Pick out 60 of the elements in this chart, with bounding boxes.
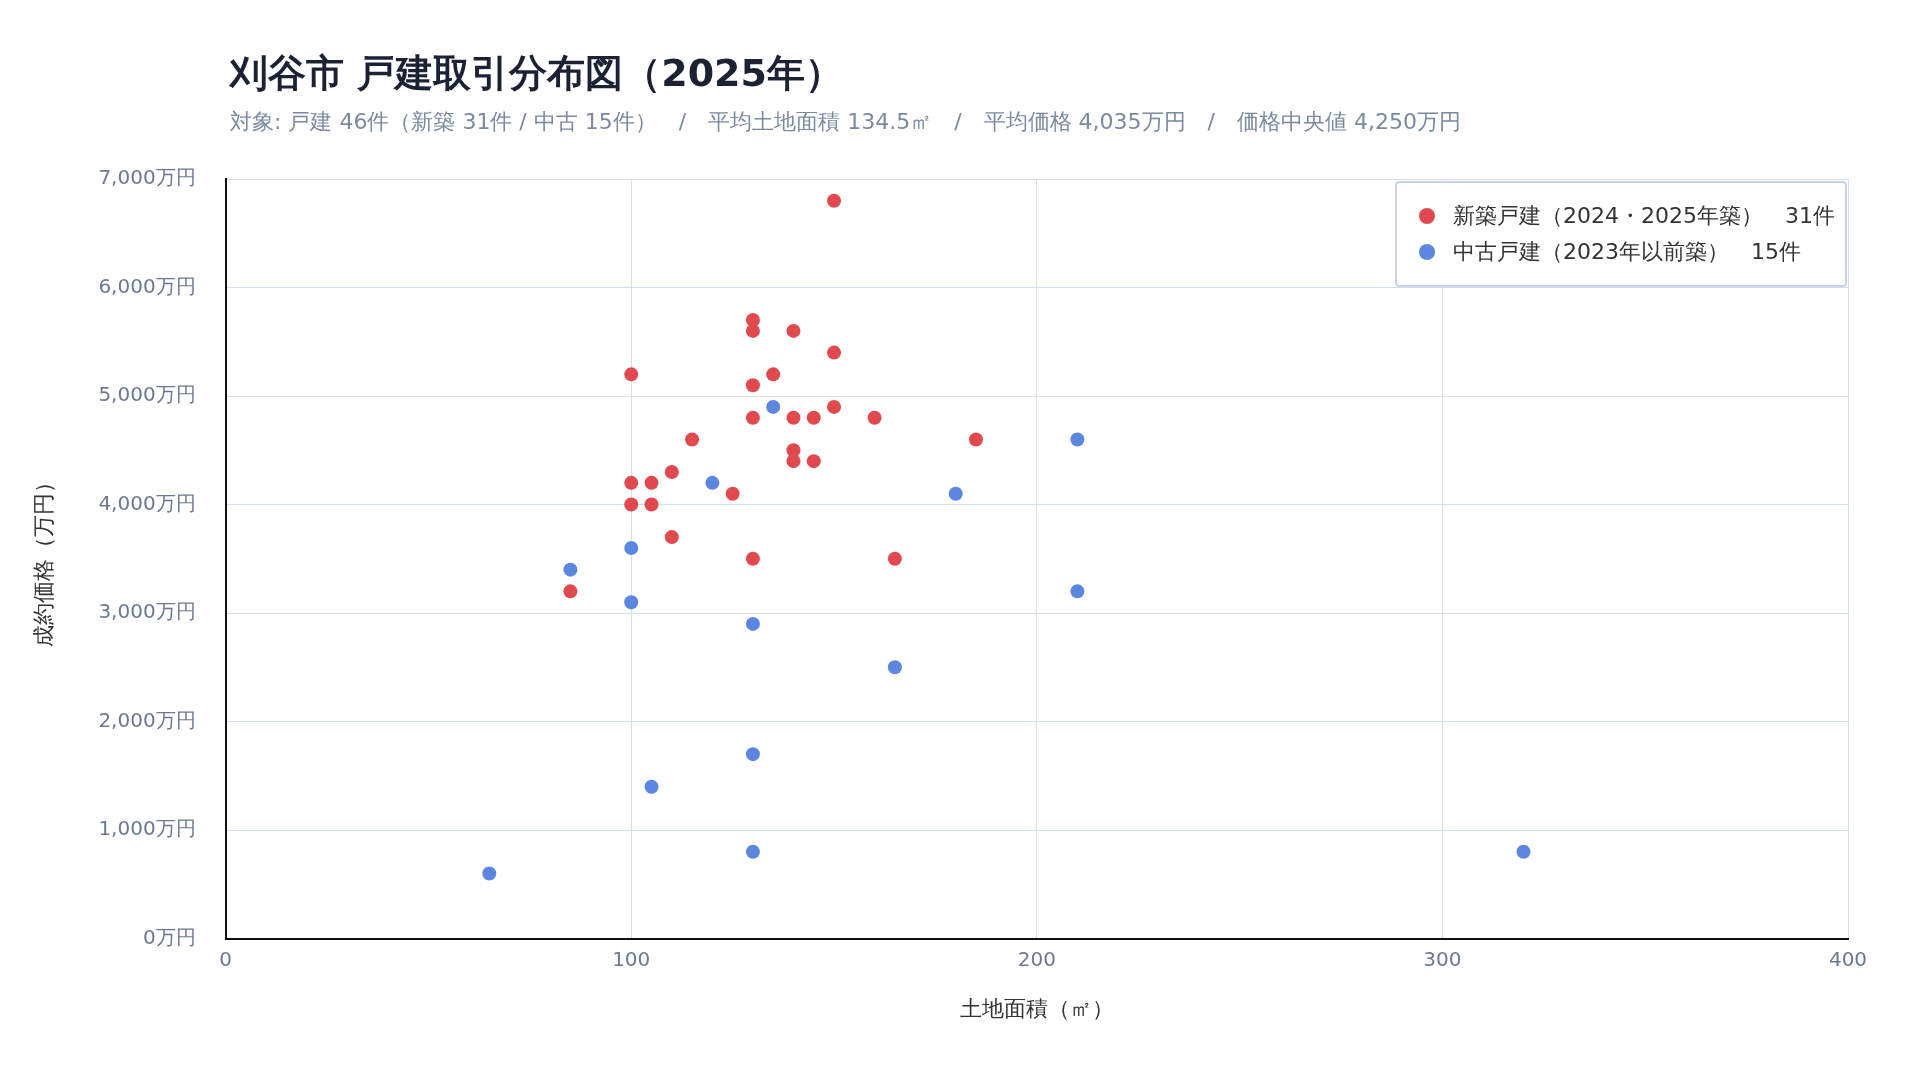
point bbox=[624, 475, 639, 490]
point bbox=[1516, 844, 1531, 859]
point bbox=[766, 399, 781, 414]
point bbox=[887, 660, 902, 675]
point bbox=[827, 193, 842, 208]
y-axis-title: 成約価格（万円） bbox=[30, 470, 56, 647]
point bbox=[563, 584, 578, 599]
y-tick-label: 2,000万円 bbox=[98, 707, 196, 732]
point bbox=[563, 562, 578, 577]
point bbox=[685, 432, 700, 447]
point bbox=[624, 497, 639, 512]
point bbox=[766, 367, 781, 382]
point bbox=[827, 345, 842, 360]
x-tick-label: 300 bbox=[1423, 946, 1462, 971]
x-tick-label: 400 bbox=[1828, 946, 1868, 971]
y-tick-label: 3,000万円 bbox=[98, 599, 196, 624]
point bbox=[786, 410, 801, 425]
point bbox=[624, 595, 639, 610]
point bbox=[745, 747, 760, 762]
chart-subtitle: 対象: 戸建 46件（新築 31件 / 中古 15件） / 平均土地面積 134.5㎡ / 平均価格 4,035万円 / 価格中央値 4,250万円 bbox=[230, 108, 1462, 136]
point bbox=[887, 551, 902, 566]
point bbox=[1070, 584, 1085, 599]
y-tick-label: 4,000万円 bbox=[98, 490, 196, 515]
legend-label: 中古戸建（2023年以前築） 15件 bbox=[1453, 238, 1801, 266]
legend-label: 新築戸建（2024・2025年築） 31件 bbox=[1453, 202, 1835, 230]
point bbox=[745, 323, 760, 338]
point bbox=[745, 551, 760, 566]
point bbox=[968, 432, 983, 447]
point bbox=[705, 475, 720, 490]
point bbox=[1070, 432, 1085, 447]
point bbox=[644, 497, 659, 512]
point bbox=[644, 475, 659, 490]
point bbox=[664, 464, 679, 479]
point bbox=[786, 454, 801, 469]
y-tick-label: 6,000万円 bbox=[98, 273, 196, 298]
point bbox=[827, 399, 842, 414]
point bbox=[806, 410, 821, 425]
point bbox=[482, 866, 497, 881]
point bbox=[745, 410, 760, 425]
point bbox=[745, 844, 760, 859]
point bbox=[745, 616, 760, 631]
x-tick-label: 200 bbox=[1017, 946, 1056, 971]
x-tick-label: 100 bbox=[612, 946, 651, 971]
point bbox=[867, 410, 882, 425]
point bbox=[786, 323, 801, 338]
point bbox=[664, 530, 679, 545]
y-tick-label: 7,000万円 bbox=[98, 165, 196, 190]
y-tick-label: 1,000万円 bbox=[98, 816, 196, 841]
point bbox=[948, 486, 963, 501]
y-tick-label: 0万円 bbox=[142, 924, 196, 949]
point bbox=[624, 540, 639, 555]
point bbox=[624, 367, 639, 382]
point bbox=[745, 378, 760, 393]
y-tick-label: 5,000万円 bbox=[98, 382, 196, 407]
point bbox=[644, 779, 659, 794]
x-axis-title: 土地面積（㎡） bbox=[959, 995, 1114, 1021]
point bbox=[806, 454, 821, 469]
chart-title: 刈谷市 戸建取引分布図（2025年） bbox=[230, 50, 844, 97]
point bbox=[725, 486, 740, 501]
x-tick-label: 0 bbox=[219, 946, 233, 971]
